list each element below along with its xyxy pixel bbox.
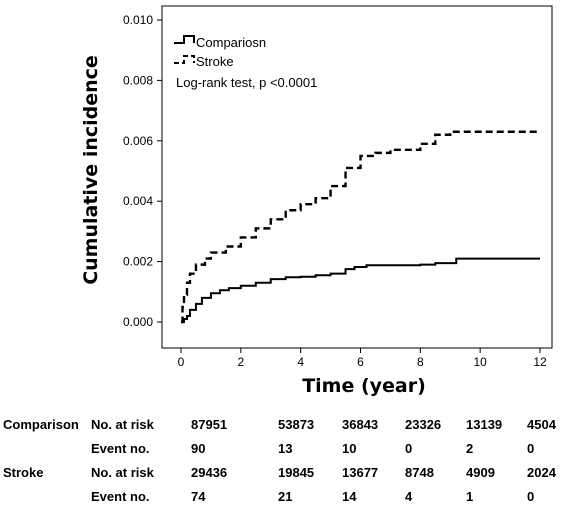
legend-label-comparison: Compariosn — [196, 35, 266, 50]
risk-row-label: No. at risk — [91, 465, 154, 480]
km-chart: 0.000 0.002 0.004 0.006 0.008 0.010 0 2 4 6 8 10 12… — [80, 5, 553, 397]
y-tick-label-3: 0.006 — [123, 134, 153, 148]
y-axis-title: Cumulative incidence — [80, 55, 102, 285]
x-tick-label-4: 8 — [417, 355, 424, 369]
risk-cell: 4909 — [466, 465, 495, 480]
risk-cell: 53873 — [278, 417, 315, 432]
risk-cell: 4504 — [527, 417, 556, 432]
risk-cell: 13677 — [342, 465, 379, 480]
log-rank-annotation: Log-rank test, p <0.0001 — [176, 75, 317, 90]
x-tick-label-2: 4 — [297, 355, 304, 369]
risk-group-name: Comparison — [3, 417, 79, 432]
risk-row-label: No. at risk — [91, 417, 154, 432]
risk-row-label: Event no. — [91, 441, 150, 456]
series-line-compariosn — [181, 257, 540, 323]
risk-cell: 8748 — [405, 465, 434, 480]
y-tick-label-1: 0.002 — [123, 255, 153, 269]
risk-cell: 90 — [191, 441, 206, 456]
x-tick-label-1: 2 — [237, 355, 244, 369]
risk-cell: 87951 — [191, 417, 228, 432]
risk-cell: 74 — [191, 489, 206, 504]
risk-cell: 29436 — [191, 465, 228, 480]
risk-cell: 14 — [342, 489, 357, 504]
risk-cell: 2 — [466, 441, 474, 456]
risk-cell: 23326 — [405, 417, 442, 432]
x-tick-label-6: 12 — [533, 355, 547, 369]
risk-group-name: Stroke — [3, 465, 44, 480]
legend-swatch-stroke — [174, 55, 195, 64]
risk-cell: 0 — [527, 489, 535, 504]
y-tick-label-5: 0.010 — [123, 13, 153, 27]
risk-cell: 4 — [405, 489, 413, 504]
risk-cell: 0 — [405, 441, 413, 456]
legend: Compariosn Stroke — [174, 35, 266, 69]
legend-swatch-comparison — [174, 35, 195, 44]
y-tick-label-4: 0.008 — [123, 73, 153, 87]
risk-cell: 36843 — [342, 417, 379, 432]
x-tick-label-0: 0 — [178, 355, 185, 369]
y-axis: 0.000 0.002 0.004 0.006 0.008 0.010 — [123, 13, 162, 329]
series-line-stroke — [181, 130, 540, 324]
risk-cell: 13 — [278, 441, 293, 456]
x-axis: 0 2 4 6 8 10 12 — [178, 348, 547, 369]
risk-cell: 13139 — [466, 417, 503, 432]
series-layer — [181, 130, 540, 324]
risk-cell: 10 — [342, 441, 357, 456]
risk-cell: 0 — [527, 441, 535, 456]
risk-cell: 2024 — [527, 465, 556, 480]
y-tick-label-0: 0.000 — [123, 315, 153, 329]
y-tick-label-2: 0.004 — [123, 194, 153, 208]
risk-cell: 19845 — [278, 465, 315, 480]
x-tick-label-3: 6 — [357, 355, 364, 369]
risk-row-label: Event no. — [91, 489, 150, 504]
risk-cell: 21 — [278, 489, 293, 504]
legend-label-stroke: Stroke — [196, 54, 234, 69]
risk-cell: 1 — [466, 489, 474, 504]
x-tick-label-5: 10 — [473, 355, 487, 369]
x-axis-title: Time (year) — [302, 375, 426, 397]
